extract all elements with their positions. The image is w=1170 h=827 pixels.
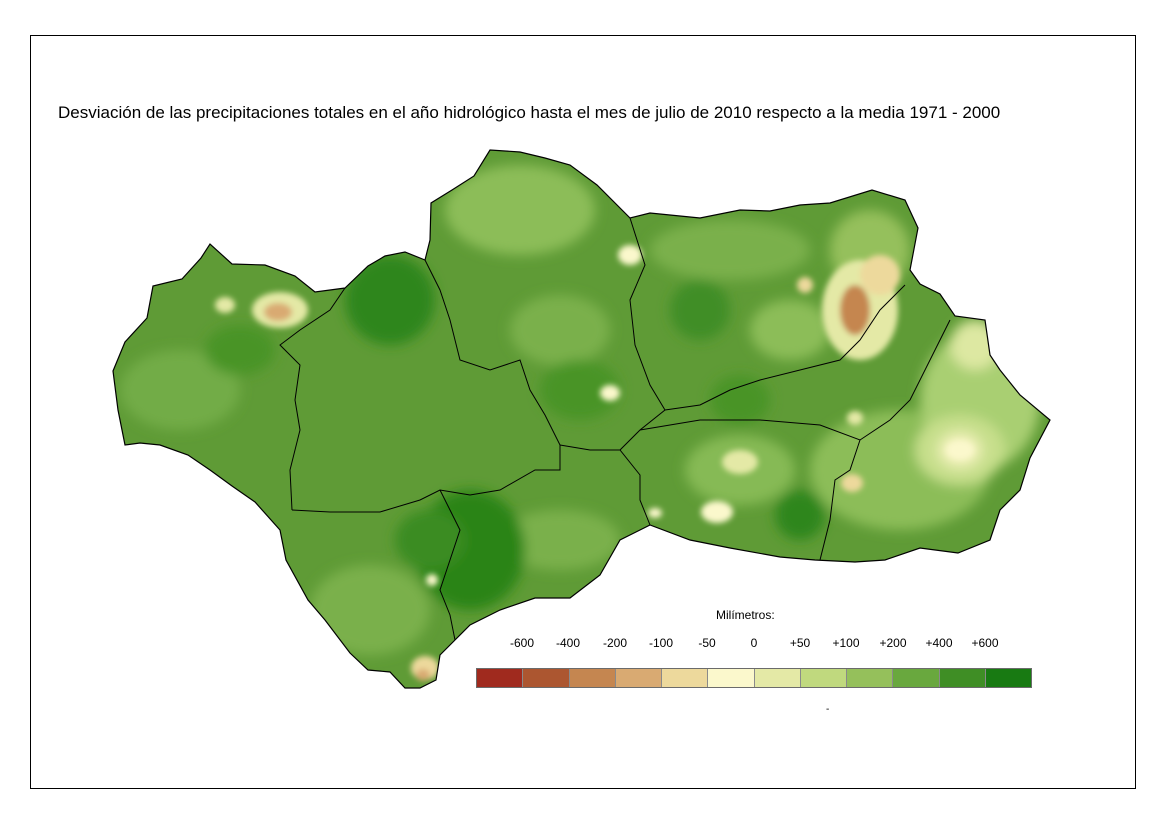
legend-label: +600 xyxy=(971,636,999,650)
legend-swatch xyxy=(662,669,709,687)
legend-swatch xyxy=(477,669,524,687)
legend-swatch xyxy=(985,669,1031,687)
legend-label: -600 xyxy=(509,636,535,650)
legend-color-bar xyxy=(476,668,1032,688)
legend-labels: -600 -400 -200 -100 -50 0 +50 +100 +200 … xyxy=(476,636,1032,652)
legend-tick-mark: - xyxy=(826,704,830,715)
legend-swatch xyxy=(893,669,940,687)
legend-label: -400 xyxy=(555,636,581,650)
province-borders xyxy=(279,217,951,641)
legend-title: Milímetros: xyxy=(716,608,775,622)
legend-swatch xyxy=(708,669,755,687)
legend-label: +100 xyxy=(832,636,860,650)
legend-label: -200 xyxy=(602,636,628,650)
legend-swatch xyxy=(523,669,570,687)
legend-swatch xyxy=(847,669,894,687)
legend-swatch xyxy=(615,669,662,687)
legend-label: -100 xyxy=(648,636,674,650)
legend-label: -50 xyxy=(698,636,716,650)
legend-label: +400 xyxy=(925,636,953,650)
legend-label: +50 xyxy=(789,636,811,650)
legend-swatch xyxy=(569,669,616,687)
legend-label: 0 xyxy=(750,636,758,650)
legend-swatch xyxy=(939,669,986,687)
map-title: Desviación de las precipitaciones totale… xyxy=(58,103,1001,122)
map-frame xyxy=(30,35,1136,789)
legend-swatch xyxy=(754,669,801,687)
legend-swatch xyxy=(800,669,847,687)
legend-label: +200 xyxy=(879,636,907,650)
